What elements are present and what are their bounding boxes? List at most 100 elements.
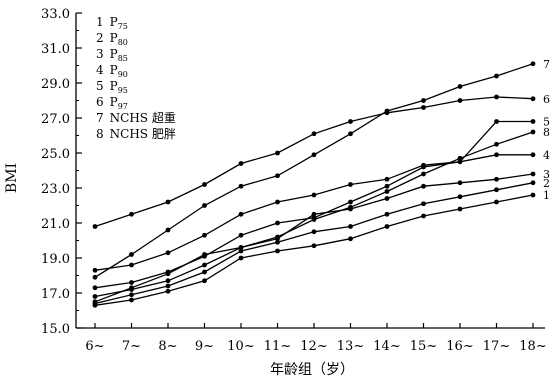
data-point <box>348 205 353 210</box>
data-point <box>458 156 463 161</box>
legend-number: 7 <box>96 111 104 125</box>
data-point <box>239 233 244 238</box>
y-tick-label: 19.0 <box>41 252 70 267</box>
data-point <box>531 119 536 124</box>
data-point <box>275 200 280 205</box>
data-point <box>494 74 499 79</box>
data-point <box>275 151 280 156</box>
data-point <box>531 193 536 198</box>
data-point <box>421 214 426 219</box>
data-point <box>385 224 390 229</box>
data-point <box>458 207 463 212</box>
data-point <box>421 163 426 168</box>
legend-number: 3 <box>96 47 104 61</box>
legend-entry: 4 P90 <box>96 63 128 79</box>
series-end-label: 3 <box>543 168 550 181</box>
series-end-label: 6 <box>543 93 550 106</box>
legend-entry: 3 P85 <box>96 47 128 63</box>
data-point <box>421 172 426 177</box>
data-point <box>239 212 244 217</box>
data-point <box>494 119 499 124</box>
data-point <box>93 224 98 229</box>
data-point <box>385 177 390 182</box>
legend-label: P <box>110 31 118 45</box>
data-point <box>494 95 499 100</box>
data-point <box>421 184 426 189</box>
data-point <box>129 280 134 285</box>
data-point <box>129 212 134 217</box>
data-point <box>93 275 98 280</box>
y-tick-label: 23.0 <box>41 182 70 197</box>
data-point <box>385 212 390 217</box>
legend-number: 6 <box>96 95 104 109</box>
data-point <box>531 172 536 177</box>
series-end-label: 8 <box>543 126 550 139</box>
x-tick-label: 17~ <box>483 339 510 354</box>
data-point <box>93 285 98 290</box>
series-1: 1 <box>93 189 550 308</box>
data-point <box>129 292 134 297</box>
x-tick-label: 13~ <box>337 339 364 354</box>
data-point <box>458 194 463 199</box>
data-point <box>202 252 207 257</box>
data-point <box>531 61 536 66</box>
legend-entry: 5 P95 <box>96 79 128 95</box>
legend-label: P <box>110 15 118 29</box>
data-point <box>494 152 499 157</box>
data-point <box>421 201 426 206</box>
legend-label: P <box>110 47 118 61</box>
data-point <box>348 224 353 229</box>
x-tick-label: 12~ <box>300 339 327 354</box>
data-point <box>129 263 134 268</box>
data-point <box>312 131 317 136</box>
x-tick-label: 6~ <box>85 339 104 354</box>
data-point <box>166 289 171 294</box>
data-point <box>312 193 317 198</box>
legend-entry: 2 P80 <box>96 31 128 47</box>
series-7: 7 <box>93 58 550 280</box>
data-point <box>239 256 244 261</box>
data-point <box>129 298 134 303</box>
data-point <box>129 252 134 257</box>
legend-entry: 7 NCHS 超重 <box>96 110 176 125</box>
data-point <box>239 245 244 250</box>
y-tick-label: 33.0 <box>41 7 70 22</box>
data-point <box>494 142 499 147</box>
data-point <box>202 203 207 208</box>
data-point <box>275 235 280 240</box>
data-point <box>202 182 207 187</box>
legend-label: P <box>110 63 118 77</box>
data-point <box>385 196 390 201</box>
data-point <box>275 249 280 254</box>
data-point <box>494 187 499 192</box>
data-point <box>202 263 207 268</box>
y-axis-title: BMI <box>4 163 20 193</box>
legend-subscript: 95 <box>118 86 128 95</box>
x-tick-label: 7~ <box>122 339 141 354</box>
data-point <box>421 105 426 110</box>
x-tick-label: 9~ <box>195 339 214 354</box>
data-point <box>385 189 390 194</box>
data-point <box>348 236 353 241</box>
data-point <box>531 152 536 157</box>
data-point <box>312 152 317 157</box>
data-point <box>166 228 171 233</box>
data-point <box>93 268 98 273</box>
data-point <box>202 270 207 275</box>
series-4: 4 <box>93 149 550 290</box>
data-point <box>93 294 98 299</box>
x-axis-title: 年龄组（岁） <box>270 362 354 378</box>
data-point <box>348 131 353 136</box>
x-tick-label: 11~ <box>264 339 291 354</box>
data-point <box>494 177 499 182</box>
legend-label: NCHS 肥胖 <box>110 127 176 141</box>
x-tick-label: 18~ <box>519 339 546 354</box>
legend-subscript: 85 <box>118 54 128 63</box>
data-point <box>166 250 171 255</box>
data-point <box>129 285 134 290</box>
data-point <box>531 130 536 135</box>
legend-subscript: 80 <box>118 38 128 47</box>
legend-number: 8 <box>96 127 104 141</box>
data-point <box>494 200 499 205</box>
